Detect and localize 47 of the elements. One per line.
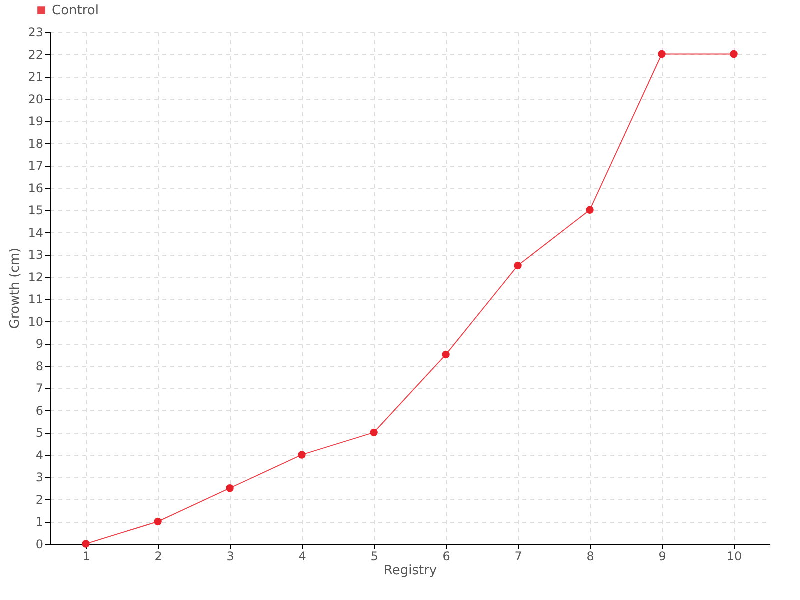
x-tick-label: 8 [586,550,594,564]
x-tick-label: 2 [154,550,162,564]
x-tick-label: 3 [226,550,234,564]
x-tick-label: 1 [82,550,90,564]
y-tick-label: 22 [28,48,44,62]
point [442,350,450,359]
point [586,206,594,214]
legend-label: Control [52,4,99,18]
y-tick-label: 5 [36,426,44,440]
y-tick-label: 6 [36,404,44,418]
y-tick-label: 1 [36,515,44,530]
y-tick-label: 3 [36,470,44,485]
x-axis-title: Registry [384,564,438,578]
y-tick-label: 9 [36,337,44,352]
y-tick-label: 8 [36,359,44,374]
y-tick-label: 13 [28,248,44,262]
y-tick-label: 17 [28,159,44,174]
x-tick-label: 6 [442,550,450,564]
point [226,484,234,492]
y-tick-label: 23 [28,26,44,40]
y-tick-label: 19 [28,114,44,129]
point [370,428,378,437]
y-tick-label: 16 [28,181,44,196]
point [514,262,522,270]
point [658,50,666,58]
y-tick-label: 12 [28,270,44,284]
x-tick-label: 10 [726,550,742,564]
y-tick-label: 2 [36,492,44,507]
y-tick-label: 0 [36,538,44,552]
point [82,540,90,548]
y-axis-title: Growth (cm) [8,248,24,330]
x-tick-label: 4 [298,550,306,564]
y-tick-label: 20 [28,92,44,106]
point [298,451,306,459]
y-tick-label: 21 [28,70,44,84]
x-tick-label: 9 [658,550,666,564]
point [154,518,162,526]
y-tick-label: 10 [28,314,44,329]
y-tick-label: 7 [36,382,44,396]
x-tick-label: 5 [370,550,378,564]
y-tick-label: 18 [28,136,44,151]
y-tick-label: 15 [28,204,44,218]
y-tick-label: 14 [28,226,44,240]
x-tick-label: 7 [514,550,522,564]
y-tick-label: 4 [36,448,44,462]
point [730,50,738,58]
y-tick-label: 11 [28,292,44,307]
